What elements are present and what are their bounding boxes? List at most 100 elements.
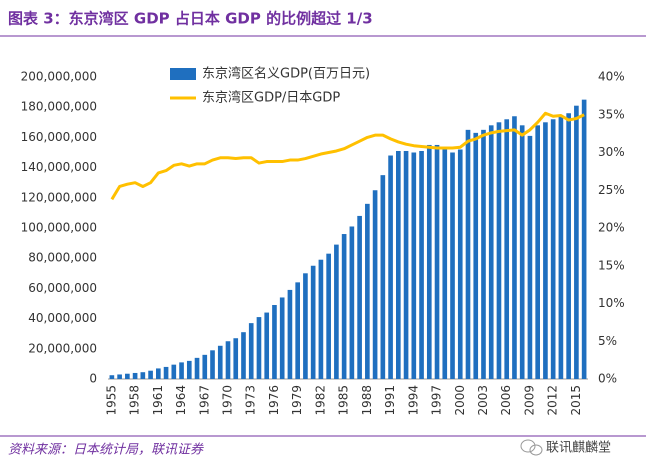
y-tick-label: 40,000,000 [28,311,97,325]
bar [349,226,355,379]
legend-label: 东京湾区GDP/日本GDP [202,90,340,106]
y-tick-label: 0 [89,372,97,386]
bar [163,366,169,379]
bar [132,372,138,379]
bar [574,105,579,379]
bar [186,360,192,379]
x-tick-label: 1958 [128,385,142,416]
x-tick-label: 1976 [267,385,281,416]
y-tick-label: 120,000,000 [21,190,97,204]
bar [140,372,146,379]
bar [287,289,293,379]
x-tick-label: 2006 [499,385,513,416]
y2-tick-label: 5% [598,334,617,348]
bar [233,338,239,379]
bar [512,116,517,379]
bar [303,273,308,379]
bar [117,374,122,379]
x-tick-label: 2015 [569,385,583,416]
bar [318,259,324,379]
bar [156,368,161,379]
y2-tick-label: 35% [598,107,625,121]
bar [341,234,347,379]
y-tick-label: 140,000,000 [21,160,97,174]
bar [202,354,208,379]
bar [256,317,262,379]
bar [365,203,370,379]
x-tick-label: 1970 [221,385,235,416]
bar [109,375,115,379]
y-tick-label: 160,000,000 [21,130,97,144]
bar [279,297,285,379]
y2-tick-label: 15% [598,258,625,272]
bar [264,312,270,379]
bar [419,150,424,379]
bar [434,144,440,379]
bar [550,119,556,379]
bar [527,135,533,379]
y-tick-label: 100,000,000 [21,221,97,235]
bar [396,150,401,379]
y-tick-label: 180,000,000 [21,100,97,114]
x-tick-label: 1961 [151,385,165,416]
x-tick-label: 1982 [313,385,327,416]
x-tick-label: 1985 [337,385,351,416]
bar [411,152,417,379]
y2-tick-label: 25% [598,183,625,197]
bar [148,370,153,379]
x-tick-label: 2000 [453,385,467,416]
bar [225,341,231,379]
bar [295,282,300,379]
bar [217,345,223,379]
bar [357,215,362,379]
y-tick-label: 80,000,000 [28,251,97,265]
bar [488,125,494,379]
bar [372,190,378,379]
x-tick-label: 2003 [476,385,490,416]
bar [403,150,409,379]
source: 资料来源：日本统计局，联讯证券 [8,443,204,458]
bar [210,350,215,379]
y2-tick-label: 40% [598,70,625,84]
bar [504,119,510,379]
chart-title: 图表 3：东京湾区 GDP 占日本 GDP 的比例超过 1/3 [8,10,373,28]
x-tick-label: 1955 [104,385,118,416]
bar [473,132,479,379]
y-tick-label: 200,000,000 [21,70,97,84]
bar [581,99,587,380]
x-tick-label: 1973 [244,385,258,416]
x-tick-label: 1988 [360,385,374,416]
bar [125,373,130,379]
x-tick-label: 1964 [174,385,188,416]
bar [380,175,386,379]
bar [496,122,502,380]
watermark: 联讯麒麟堂 [546,440,611,456]
bar [543,122,548,380]
line [110,111,585,201]
bar [535,125,540,379]
bar [457,149,463,379]
bar [481,129,486,379]
x-tick-label: 2009 [522,385,536,416]
y2-tick-label: 30% [598,145,625,159]
bar [248,323,254,379]
y2-tick-label: 20% [598,221,625,235]
bar [194,357,200,379]
bar [450,152,455,379]
y-tick-label: 60,000,000 [28,281,97,295]
bar [179,362,184,379]
bar [241,332,246,379]
x-tick-label: 1994 [406,385,420,416]
bar [272,305,277,379]
bar [171,364,177,379]
bar [566,113,571,380]
bar [388,155,393,379]
bar [442,149,448,379]
x-tick-label: 1997 [430,385,444,416]
x-tick-label: 1979 [290,385,304,416]
watermark-icon [520,439,543,456]
bar [310,265,316,379]
legend-label: 东京湾区名义GDP(百万日元) [202,66,370,82]
bar [519,125,525,379]
